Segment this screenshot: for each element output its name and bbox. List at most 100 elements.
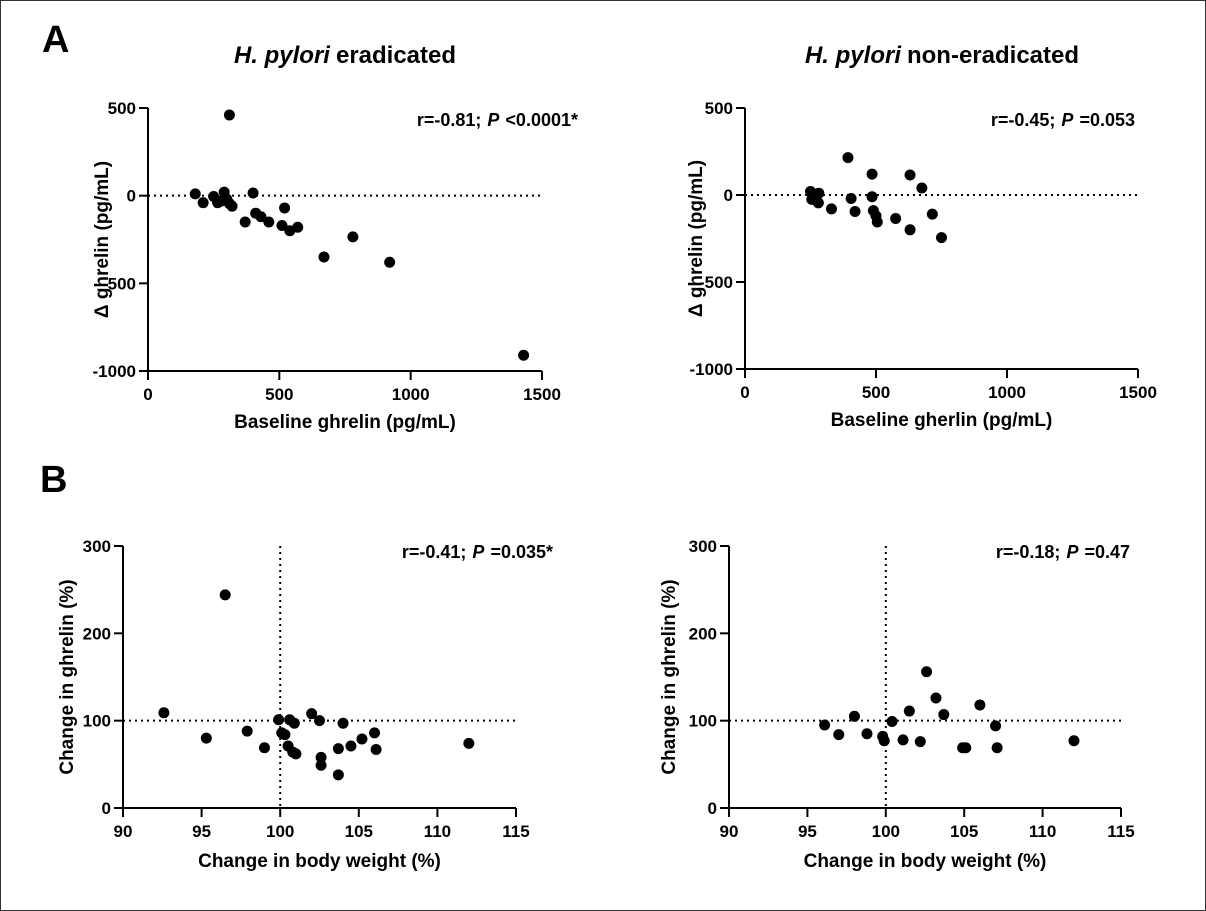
- point: [1068, 735, 1080, 747]
- point: [356, 733, 368, 745]
- x-tick-label: 95: [798, 822, 817, 841]
- point: [219, 589, 231, 601]
- point: [279, 202, 291, 214]
- annotation-part: P: [487, 110, 500, 130]
- point: [878, 735, 890, 747]
- point: [314, 715, 325, 727]
- point: [926, 208, 938, 220]
- x-axis-label: Baseline ghrelin (pg/mL): [234, 412, 456, 433]
- point: [921, 666, 933, 678]
- point: [819, 719, 831, 731]
- x-tick-label: 0: [143, 385, 152, 404]
- point: [276, 219, 288, 231]
- point: [812, 197, 824, 209]
- point: [960, 742, 972, 754]
- x-tick-label: 115: [1107, 822, 1134, 841]
- point: [189, 188, 201, 200]
- x-tick-label: 1500: [1119, 383, 1157, 402]
- y-tick-label: 0: [708, 799, 717, 818]
- annotation: r=-0.18; P =0.47: [996, 542, 1130, 562]
- point: [315, 751, 327, 763]
- x-tick-label: 100: [266, 822, 294, 841]
- annotation-part: r=-0.45;: [991, 110, 1056, 130]
- point: [239, 216, 251, 228]
- y-tick-label: -500: [699, 273, 733, 292]
- point: [258, 742, 270, 754]
- chart-title-part: eradicated: [336, 42, 456, 69]
- y-tick-label: 100: [83, 712, 111, 731]
- annotation-part: <0.0001*: [505, 110, 578, 130]
- point: [315, 759, 327, 771]
- point: [990, 720, 1002, 732]
- point: [845, 192, 857, 204]
- point: [886, 716, 898, 728]
- chart-title-part: non-eradicated: [907, 42, 1079, 69]
- annotation-part: r=-0.41;: [402, 542, 467, 562]
- x-tick-label: 110: [1029, 822, 1056, 841]
- point: [904, 169, 916, 181]
- annotation-part: =0.035*: [490, 542, 553, 562]
- point: [866, 168, 878, 180]
- y-axis-label: Δ ghrelin (pg/mL): [686, 160, 707, 317]
- point: [914, 736, 926, 748]
- point: [813, 187, 825, 199]
- chart-title: H. pylori eradicated: [234, 42, 456, 69]
- x-tick-label: 1500: [523, 385, 561, 404]
- x-tick-label: 0: [740, 383, 749, 402]
- y-tick-label: -500: [102, 274, 136, 293]
- y-tick-label: 200: [83, 624, 111, 643]
- point: [370, 743, 382, 755]
- y-tick-label: 0: [127, 187, 136, 206]
- point: [197, 197, 209, 209]
- point: [833, 729, 845, 741]
- annotation-part: r=-0.81;: [417, 110, 482, 130]
- point: [247, 187, 259, 199]
- point: [332, 769, 344, 781]
- point: [463, 737, 475, 749]
- point: [200, 732, 212, 744]
- point: [290, 748, 302, 760]
- point: [292, 221, 304, 233]
- annotation-part: P: [1061, 110, 1074, 130]
- x-axis-label: Change in body weight (%): [804, 851, 1047, 872]
- x-tick-label: 105: [950, 822, 978, 841]
- annotation-part: =0.47: [1084, 542, 1130, 562]
- point: [226, 200, 238, 212]
- x-tick-label: 105: [345, 822, 373, 841]
- point: [369, 727, 381, 739]
- x-tick-label: 95: [192, 822, 211, 841]
- y-tick-label: 100: [689, 712, 717, 731]
- point: [842, 152, 854, 164]
- point: [849, 206, 861, 218]
- point: [345, 740, 357, 752]
- x-tick-label: 90: [114, 822, 133, 841]
- chart-title: H. pylori non-eradicated: [805, 42, 1079, 69]
- x-tick-label: 1000: [392, 385, 430, 404]
- annotation-part: =0.053: [1079, 110, 1135, 130]
- point: [306, 708, 318, 720]
- x-axis-label: Baseline gherlin (pg/mL): [831, 410, 1053, 431]
- point: [930, 692, 942, 704]
- x-tick-label: 1000: [988, 383, 1026, 402]
- point: [384, 256, 396, 268]
- point: [916, 182, 928, 194]
- panel-label: B: [40, 459, 67, 501]
- y-tick-label: 500: [705, 99, 733, 118]
- point: [518, 349, 530, 361]
- y-tick-label: 200: [689, 624, 717, 643]
- point: [871, 216, 883, 228]
- x-tick-label: 90: [720, 822, 739, 841]
- point: [938, 709, 950, 721]
- point: [332, 743, 344, 755]
- point: [318, 251, 330, 263]
- point: [825, 203, 837, 215]
- y-tick-label: 300: [83, 537, 111, 556]
- point: [223, 109, 235, 121]
- point: [288, 717, 300, 729]
- point: [890, 212, 902, 224]
- annotation-part: r=-0.18;: [996, 542, 1061, 562]
- y-tick-label: 0: [724, 186, 733, 205]
- annotation: r=-0.45; P =0.053: [991, 110, 1135, 130]
- point: [936, 232, 947, 244]
